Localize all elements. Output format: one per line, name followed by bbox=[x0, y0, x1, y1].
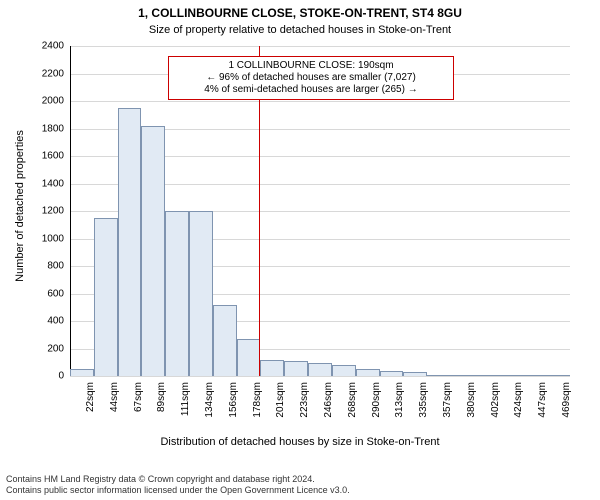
xtick-label: 424sqm bbox=[513, 382, 524, 438]
xtick-label: 246sqm bbox=[323, 382, 334, 438]
histogram-bar bbox=[237, 339, 261, 376]
footer: Contains HM Land Registry data © Crown c… bbox=[6, 474, 350, 496]
histogram-bar bbox=[165, 211, 189, 376]
histogram-bar bbox=[522, 375, 546, 376]
xtick-label: 178sqm bbox=[252, 382, 263, 438]
histogram-bar bbox=[427, 375, 451, 376]
histogram-bar bbox=[308, 363, 332, 376]
xtick-label: 156sqm bbox=[228, 382, 239, 438]
ytick-label: 2400 bbox=[32, 41, 64, 52]
xtick-label: 201sqm bbox=[275, 382, 286, 438]
annotation-box: 1 COLLINBOURNE CLOSE: 190sqm ← 96% of de… bbox=[168, 56, 454, 100]
histogram-bar bbox=[284, 361, 308, 376]
xtick-label: 313sqm bbox=[394, 382, 405, 438]
annotation-line-2: ← 96% of detached houses are smaller (7,… bbox=[175, 72, 447, 84]
histogram-bar bbox=[356, 369, 380, 376]
histogram-bar bbox=[332, 365, 356, 376]
gridline bbox=[70, 376, 570, 377]
ytick-label: 800 bbox=[32, 261, 64, 272]
histogram-bar bbox=[475, 375, 499, 376]
histogram-bar bbox=[499, 375, 523, 376]
histogram-bar bbox=[94, 218, 118, 376]
y-axis-label: Number of detached properties bbox=[14, 106, 26, 306]
histogram-bar bbox=[451, 375, 475, 376]
xtick-label: 447sqm bbox=[537, 382, 548, 438]
gridline bbox=[70, 46, 570, 47]
chart-title-sub: Size of property relative to detached ho… bbox=[0, 24, 600, 36]
histogram-bar bbox=[141, 126, 165, 376]
xtick-label: 22sqm bbox=[85, 382, 96, 438]
chart-container: 1, COLLINBOURNE CLOSE, STOKE-ON-TRENT, S… bbox=[0, 0, 600, 500]
xtick-label: 268sqm bbox=[347, 382, 358, 438]
ytick-label: 2200 bbox=[32, 68, 64, 79]
xtick-label: 469sqm bbox=[561, 382, 572, 438]
xtick-label: 111sqm bbox=[180, 382, 191, 438]
xtick-label: 89sqm bbox=[156, 382, 167, 438]
histogram-bar bbox=[380, 371, 404, 377]
ytick-label: 600 bbox=[32, 288, 64, 299]
ytick-label: 200 bbox=[32, 343, 64, 354]
histogram-bar bbox=[260, 360, 284, 377]
xtick-label: 402sqm bbox=[490, 382, 501, 438]
ytick-label: 2000 bbox=[32, 96, 64, 107]
xtick-label: 357sqm bbox=[442, 382, 453, 438]
ytick-label: 1000 bbox=[32, 233, 64, 244]
footer-line-2: Contains public sector information licen… bbox=[6, 485, 350, 496]
ytick-label: 0 bbox=[32, 371, 64, 382]
annotation-line-1: 1 COLLINBOURNE CLOSE: 190sqm bbox=[175, 60, 447, 72]
gridline bbox=[70, 101, 570, 102]
annotation-line-3: 4% of semi-detached houses are larger (2… bbox=[175, 84, 447, 96]
xtick-label: 380sqm bbox=[466, 382, 477, 438]
xtick-label: 44sqm bbox=[109, 382, 120, 438]
ytick-label: 1200 bbox=[32, 206, 64, 217]
xtick-label: 335sqm bbox=[418, 382, 429, 438]
xtick-label: 134sqm bbox=[204, 382, 215, 438]
footer-line-1: Contains HM Land Registry data © Crown c… bbox=[6, 474, 350, 485]
ytick-label: 1400 bbox=[32, 178, 64, 189]
histogram-bar bbox=[189, 211, 213, 376]
ytick-label: 400 bbox=[32, 316, 64, 327]
histogram-bar bbox=[546, 375, 570, 376]
histogram-bar bbox=[403, 372, 427, 376]
ytick-label: 1800 bbox=[32, 123, 64, 134]
ytick-label: 1600 bbox=[32, 151, 64, 162]
histogram-bar bbox=[118, 108, 142, 376]
histogram-bar bbox=[70, 369, 94, 376]
xtick-label: 223sqm bbox=[299, 382, 310, 438]
xtick-label: 290sqm bbox=[371, 382, 382, 438]
xtick-label: 67sqm bbox=[133, 382, 144, 438]
histogram-bar bbox=[213, 305, 237, 377]
chart-title-main: 1, COLLINBOURNE CLOSE, STOKE-ON-TRENT, S… bbox=[0, 6, 600, 20]
y-axis-line bbox=[70, 46, 71, 376]
